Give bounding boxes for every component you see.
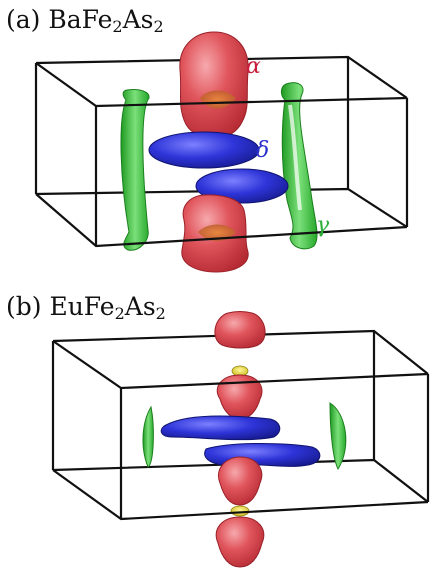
delta-pocket-lower: [195, 168, 289, 204]
delta-pocket-upper: [148, 131, 260, 169]
delta-pocket-lower-b: [204, 443, 321, 467]
alpha-label: α: [246, 54, 261, 79]
alpha-pocket-chain-upper: [214, 311, 266, 420]
fermi-surface-b: [51, 311, 430, 568]
gamma-pocket-left-b: [142, 405, 154, 468]
delta-pocket-upper-b: [160, 415, 281, 441]
panel-label-a: (a) BaFe2As2: [6, 5, 164, 36]
fermi-surface-a: [34, 31, 409, 273]
gamma-pocket-right-b: [329, 402, 347, 471]
alpha-pocket-lower: [181, 194, 249, 273]
gamma-pocket-right: [280, 82, 318, 250]
panel-b: (b) EuFe2As2: [0, 287, 435, 573]
gamma-pocket-left: [120, 89, 150, 251]
panel-a: (a) BaFe2As2 α δ γ: [0, 0, 435, 286]
delta-label: δ: [256, 138, 270, 163]
box-back-edges-b: [51, 329, 429, 503]
alpha-pocket-upper: [179, 31, 249, 139]
gamma-label: γ: [316, 213, 330, 238]
panel-label-b: (b) EuFe2As2: [6, 292, 166, 323]
box-front-edges-b: [52, 340, 430, 521]
box-front-edges-a: [35, 62, 409, 248]
